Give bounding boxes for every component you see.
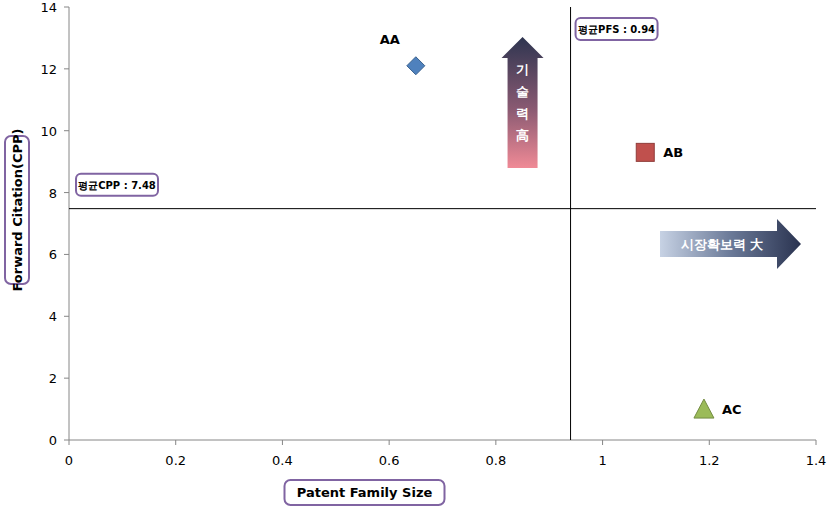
y-label-group: Forward Citation(CPP) [5,128,29,291]
arrow-up-char: 高 [516,128,529,143]
y-tick [64,7,69,8]
x-tick-label: 1.2 [699,453,720,468]
y-tick-label: 12 [40,62,57,77]
x-axis-line [69,440,816,441]
y-axis-label: Forward Citation(CPP) [10,128,25,291]
y-tick-label: 10 [40,124,57,139]
plot-area [69,7,816,440]
x-tick-label: 0.2 [165,453,186,468]
arrow-up-char: 기 [516,62,529,77]
y-axis-line [69,7,70,440]
x-tick [816,440,817,445]
x-tick-label: 0.8 [486,453,507,468]
chart: 0 2 4 6 8 10 12 14 0 0.2 0.4 0.6 0.8 1 1.2 1.4 Patent Fa… [0,0,833,516]
x-tick-label: 0.4 [272,453,293,468]
point [694,399,714,418]
y-ref-label: 평균CPP : 7.48 [78,180,156,191]
x-tick [282,440,283,445]
y-tick-label: 6 [49,247,57,262]
arrow-up [502,37,544,168]
x-tick [69,440,70,445]
arrow-right-label: 시장확보력 大 [681,237,765,252]
point [407,57,425,75]
y-tick [64,316,69,317]
x-tick [175,440,176,445]
x-tick-label: 1 [598,453,606,468]
x-reference-line [570,7,571,440]
x-tick [602,440,603,445]
x-tick [389,440,390,445]
y-tick [64,68,69,69]
x-tick [495,440,496,445]
y-tick [64,192,69,193]
y-reference-line [69,208,816,209]
y-tick-label: 4 [49,309,57,324]
point [636,143,654,161]
x-label-box [285,480,445,505]
x-axis-label: Patent Family Size [297,485,433,500]
arrow-up-char: 술 [516,84,529,99]
y-ref-box [76,174,158,196]
x-tick-label: 1.4 [806,453,827,468]
y-tick [64,378,69,379]
arrow-right [660,219,801,269]
x-tick-label: 0.6 [379,453,400,468]
y-tick [64,440,69,441]
y-tick-label: 14 [40,0,57,15]
arrow-up-label: 기술력高 [516,62,529,143]
point-label: AB [663,145,683,160]
x-ref-box [576,18,658,40]
y-tick [64,130,69,131]
y-tick-label: 0 [49,433,57,448]
arrow-up-char: 력 [516,106,529,121]
x-ref-label: 평균PFS : 0.94 [578,24,655,35]
y-tick-label: 2 [49,371,57,386]
x-tick-label: 0 [65,453,73,468]
y-tick [64,254,69,255]
point-label: AA [380,32,400,47]
y-tick-label: 8 [49,186,57,201]
point-label: AC [722,402,742,417]
x-tick [709,440,710,445]
